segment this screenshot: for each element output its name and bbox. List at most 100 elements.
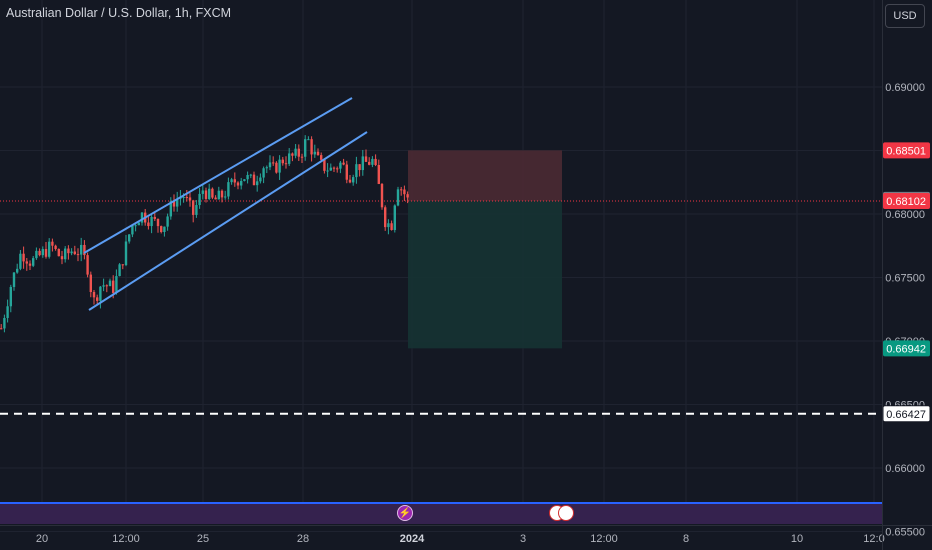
candle-body <box>278 159 281 173</box>
candle-body <box>265 167 268 169</box>
candle-body <box>268 162 272 168</box>
stop-loss-zone <box>408 150 562 202</box>
price-axis-label: 0.68501 <box>886 145 926 157</box>
candle-body <box>131 225 134 235</box>
channel-lower-line <box>88 131 368 311</box>
x-tick-label: 10 <box>791 533 803 545</box>
candle-body <box>140 212 144 223</box>
y-tick-label: 0.65500 <box>885 527 925 539</box>
candle-body <box>294 148 297 156</box>
candle-body <box>195 205 198 215</box>
channel-upper-line <box>83 97 353 254</box>
candle-body <box>214 197 217 200</box>
candle-body <box>374 158 377 165</box>
candle-body <box>48 241 51 257</box>
candle-body <box>220 190 224 198</box>
candle-body <box>396 189 400 206</box>
candle-body <box>99 286 102 301</box>
candle-body <box>284 163 288 165</box>
candle-body <box>364 156 368 162</box>
candle-body <box>400 189 403 191</box>
candle-body <box>105 285 108 287</box>
candle-body <box>83 244 86 256</box>
candle-body <box>332 167 336 169</box>
candle-body <box>185 196 188 198</box>
candle-body <box>230 179 233 183</box>
candle-body <box>102 285 105 287</box>
candle-body <box>92 292 96 298</box>
candle-body <box>352 177 355 183</box>
candle-body <box>384 207 387 228</box>
candle-body <box>35 250 38 259</box>
candle-body <box>150 216 153 227</box>
take-profit-zone <box>408 201 562 349</box>
price-axis-label-bg <box>882 405 931 423</box>
candle-body <box>115 276 118 293</box>
candle-body <box>380 183 384 208</box>
candle-body <box>275 162 278 173</box>
x-tick-label: 8 <box>683 533 689 545</box>
price-axis-label-bg <box>883 142 930 159</box>
candle-body <box>313 151 316 155</box>
candle-body <box>211 188 214 198</box>
y-tick-label: 0.68000 <box>885 209 925 221</box>
candle-body <box>368 161 371 165</box>
price-axis-label: 0.66427 <box>886 409 926 421</box>
candle-body <box>249 174 252 176</box>
events-strip <box>0 502 882 524</box>
price-axis-label: 0.68102 <box>886 196 926 208</box>
candle-body <box>192 200 195 215</box>
candle-body <box>224 196 227 198</box>
candle-body <box>323 159 326 171</box>
price-axis-label-bg <box>883 193 930 210</box>
candle-body <box>156 218 160 227</box>
candle-body <box>336 168 339 170</box>
candle-body <box>272 162 275 164</box>
us-flag-icon-2[interactable] <box>558 505 574 521</box>
candle-body <box>201 190 204 194</box>
candle-body <box>153 216 156 219</box>
candle-body <box>204 190 208 199</box>
lightning-icon[interactable]: ⚡ <box>397 505 413 521</box>
candle-body <box>73 251 76 255</box>
chart-title: Australian Dollar / U.S. Dollar, 1h, FXC… <box>6 6 232 20</box>
candle-body <box>70 251 73 254</box>
candle-body <box>188 197 192 201</box>
candle-body <box>291 153 294 156</box>
candle-body <box>304 139 307 157</box>
candle-body <box>12 272 16 287</box>
candle-body <box>329 167 332 171</box>
candle-body <box>198 193 201 206</box>
candle-body <box>240 180 243 186</box>
candle-body <box>252 174 256 186</box>
x-tick-label: 12:00 <box>590 533 618 545</box>
candle-body <box>6 306 9 318</box>
candle-body <box>67 248 70 254</box>
candle-body <box>259 177 262 182</box>
candle-body <box>300 156 304 158</box>
candle-body <box>80 244 83 255</box>
candle-body <box>60 256 64 260</box>
candle-body <box>310 139 313 155</box>
candle-body <box>0 328 3 330</box>
candle-body <box>112 280 115 293</box>
x-tick-label: 3 <box>520 533 526 545</box>
candle-body <box>44 249 48 257</box>
candle-body <box>182 196 185 198</box>
candle-body <box>57 249 60 257</box>
candle-body <box>256 181 259 186</box>
x-tick-label: 20 <box>36 533 48 545</box>
candle-body <box>288 153 291 164</box>
candle-body <box>371 158 374 165</box>
candle-body <box>403 189 406 195</box>
candle-body <box>297 148 300 157</box>
price-axis-divider <box>882 0 883 550</box>
candle-body <box>169 201 172 217</box>
candle-body <box>166 216 169 227</box>
x-tick-label: 28 <box>297 533 309 545</box>
currency-button[interactable]: USD <box>885 4 925 28</box>
candle-body <box>137 222 140 226</box>
candle-body <box>281 159 284 164</box>
candle-body <box>32 258 35 266</box>
